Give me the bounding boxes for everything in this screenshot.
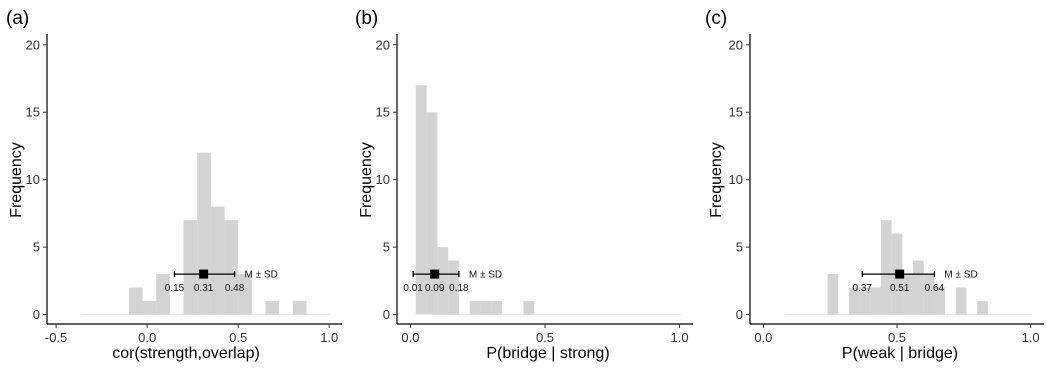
panel-b-label: (b) (355, 8, 378, 29)
panel-c-ylabel: Frequency (708, 142, 725, 218)
panel-a-sd-low-label: 0.15 (165, 283, 185, 294)
panel-c-x-tick-label: 1.0 (1022, 330, 1040, 345)
panel-c-mean-label: 0.51 (890, 283, 910, 294)
panel-c-bar (977, 301, 988, 315)
panel-b-y-tick-label: 0 (383, 307, 390, 322)
panel-b-bar (480, 301, 492, 315)
panel-b-mean-marker (430, 269, 440, 279)
panel-a-label: (a) (6, 8, 29, 29)
panel-a-bar (156, 274, 170, 315)
panel-b-bar (448, 260, 459, 315)
panel-a-plot: 0 5 10 15 20 -0.5 0.0 0.5 1.0 0.15 0.31 0.48M ± SD (26, 34, 342, 345)
panel-a-x-tick-label: 0.0 (138, 330, 156, 345)
panel-c-x-tick-label: 0.5 (888, 330, 906, 345)
panel-a-mean-marker (199, 269, 209, 279)
panel-c-summary-legend: M ± SD (944, 270, 977, 281)
panel-b-plot: 0 5 10 15 20 0.0 0.5 1.0 0.01 0.09 0.18M ± SD (376, 34, 693, 345)
panel-b-bar (469, 301, 481, 315)
panel-a-y-tick-label: 20 (26, 37, 40, 52)
panel-c-bar (859, 287, 871, 315)
panel-a-x-tick-label: 1.0 (320, 330, 338, 345)
panel-a-y-tick-label: 15 (26, 105, 40, 120)
panel-a-bar (224, 220, 239, 315)
panel-c-y-tick-label: 10 (729, 172, 743, 187)
panel-c-bar (955, 287, 967, 315)
panel-c-y-tick-label: 0 (736, 307, 743, 322)
panel-b-xlabel: P(bridge | strong) (486, 345, 609, 362)
panel-c-bar (880, 220, 892, 315)
panel-a-bar (265, 301, 280, 315)
panel-a-ylabel: Frequency (8, 142, 25, 218)
panel-b: (b) Frequency P(bridge | strong) 0 5 10 15 2… (355, 8, 693, 362)
panel-b-y-tick-label: 20 (376, 37, 390, 52)
panel-c-sd-high-label: 0.64 (925, 283, 945, 294)
panel-a-bar (142, 301, 157, 315)
panel-a-y-tick-label: 0 (33, 307, 40, 322)
panel-c-bar (913, 260, 924, 315)
panel-c-bar (902, 274, 914, 315)
panel-b-bar (415, 85, 427, 315)
panel-a-bar (210, 206, 225, 315)
panel-c-label: (c) (705, 8, 727, 29)
panel-a-bar (183, 220, 198, 315)
panel-a-summary-legend: M ± SD (245, 270, 278, 281)
panel-c-bar (827, 274, 839, 315)
panel-a: (a) Frequency cor(strength,overlap) 0 5 10… (6, 8, 342, 362)
panel-a-bar (292, 301, 307, 315)
panel-a-y-tick-label: 5 (33, 240, 40, 255)
panel-c-bar (870, 287, 881, 315)
panel-a-xlabel: cor(strength,overlap) (112, 345, 260, 362)
panel-b-x-tick-label: 0.0 (401, 330, 419, 345)
panel-b-bar (426, 112, 438, 315)
panel-b-mean-label: 0.09 (425, 283, 445, 294)
panel-c-plot: 0 5 10 15 20 0.0 0.5 1.0 0.37 0.51 0.64 M ± SD (729, 34, 1044, 345)
panel-a-x-tick-label: -0.5 (45, 330, 67, 345)
panel-c-x-tick-label: 0.0 (754, 330, 772, 345)
panel-b-y-tick-label: 10 (376, 172, 390, 187)
panel-c-y-tick-label: 15 (729, 105, 743, 120)
panel-c-bar (848, 287, 860, 315)
panel-b-y-tick-label: 5 (383, 240, 390, 255)
panel-c-y-tick-label: 5 (736, 240, 743, 255)
panel-b-x-tick-label: 1.0 (671, 330, 689, 345)
panel-b-sd-low-label: 0.01 (403, 283, 423, 294)
panel-c-mean-marker (895, 269, 905, 279)
panel-a-x-tick-label: 0.5 (229, 330, 247, 345)
panel-a-bar (128, 287, 143, 315)
panel-b-y-tick-label: 15 (376, 105, 390, 120)
panel-b-summary-legend: M ± SD (469, 270, 502, 281)
panel-b-bar (491, 301, 502, 315)
panel-a-mean-label: 0.31 (194, 283, 214, 294)
panel-b-x-tick-label: 0.5 (536, 330, 554, 345)
panel-b-ylabel: Frequency (358, 142, 375, 218)
panel-b-sd-high-label: 0.18 (449, 283, 469, 294)
panel-c-bar (934, 287, 946, 315)
panel-a-sd-high-label: 0.48 (225, 283, 245, 294)
panel-c-sd-low-label: 0.37 (853, 283, 873, 294)
panel-c-bar (923, 274, 935, 315)
panel-c-y-tick-label: 20 (729, 37, 743, 52)
panel-c-xlabel: P(weak | bridge) (842, 345, 958, 362)
panel-a-y-tick-label: 10 (26, 172, 40, 187)
panel-a-bar (238, 274, 252, 315)
panel-c: (c) Frequency P(weak | bridge) 051015200… (705, 8, 1044, 362)
panel-b-bar (437, 247, 449, 315)
panel-b-bar (523, 301, 535, 315)
